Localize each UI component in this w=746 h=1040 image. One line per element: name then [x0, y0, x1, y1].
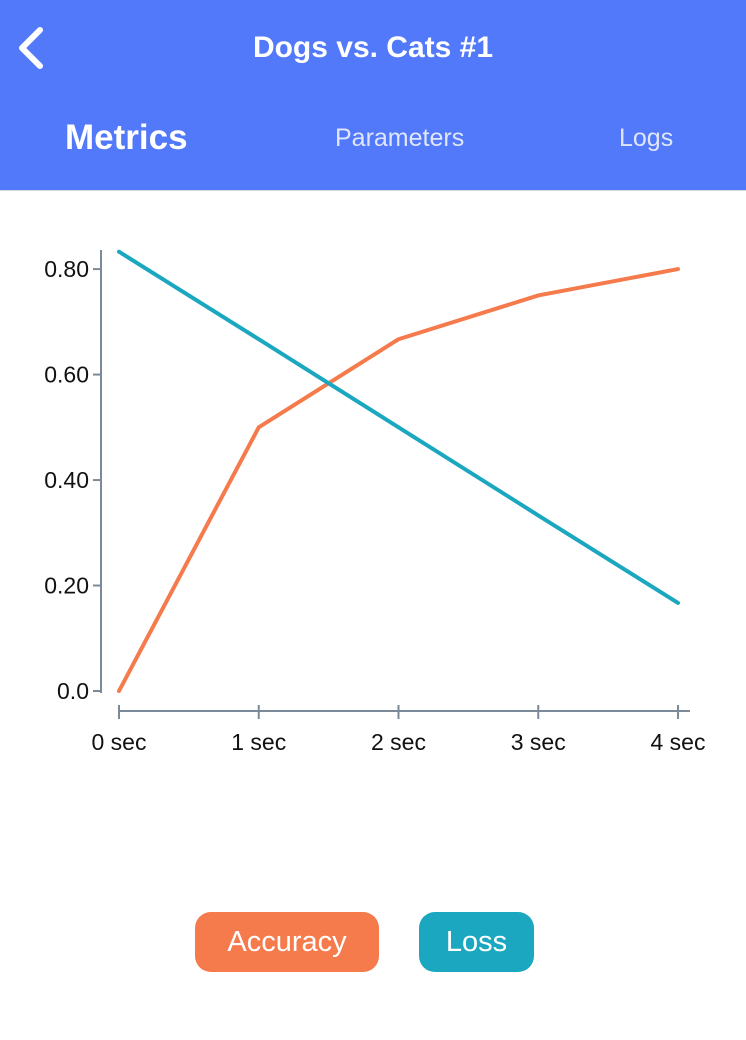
series-line-accuracy [117, 267, 680, 693]
x-tick-label: 4 sec [651, 729, 706, 755]
tab-parameters[interactable]: Parameters [335, 124, 465, 152]
series-line-loss [117, 249, 680, 605]
y-tick-label: 0.80 [44, 256, 89, 282]
back-button[interactable] [6, 18, 62, 78]
x-tick-label: 1 sec [231, 729, 286, 755]
chevron-left-icon [19, 27, 43, 69]
y-tick-label: 0.0 [57, 678, 89, 704]
app-header: Dogs vs. Cats #1 Metrics Parameters Logs [0, 0, 746, 191]
tab-metrics[interactable]: Metrics [65, 118, 188, 157]
x-tick-label: 0 sec [92, 729, 147, 755]
metrics-chart: 0.0 0.20 0.40 0.60 0.80 0 sec 1 sec 2 sec 3 sec… [44, 249, 706, 755]
y-tick-label: 0.40 [44, 467, 89, 493]
x-tick-label: 3 sec [511, 729, 566, 755]
tab-logs[interactable]: Logs [619, 124, 674, 152]
y-tick-label: 0.60 [44, 362, 89, 388]
legend-accuracy-button[interactable]: Accuracy [195, 912, 379, 972]
legend-loss-button[interactable]: Loss [419, 912, 534, 972]
x-tick-label: 2 sec [371, 729, 426, 755]
y-tick-label: 0.20 [44, 573, 89, 599]
page-title: Dogs vs. Cats #1 [252, 31, 494, 64]
